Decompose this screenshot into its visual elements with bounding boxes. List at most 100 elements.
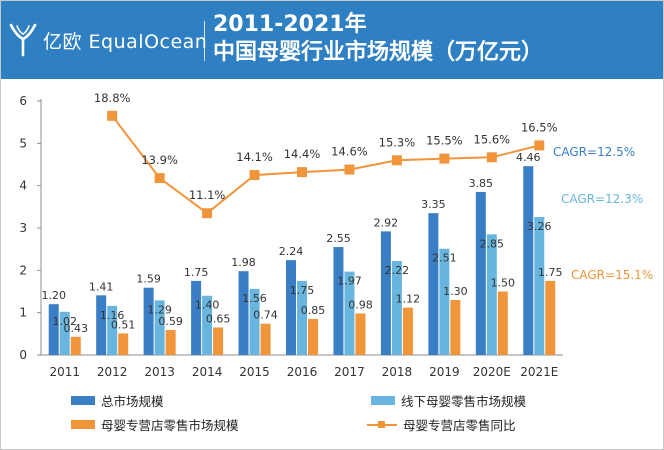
data-label-total-2015: 1.98 (231, 256, 256, 269)
bar-offline-2016 (297, 280, 307, 355)
header-divider (204, 21, 205, 61)
x-tick-label-2016: 2016 (287, 365, 318, 379)
bar-total-2020E (475, 192, 486, 355)
growth-point-2016 (297, 167, 307, 178)
brand-mark-icon (9, 23, 37, 57)
title-line-2: 中国母婴行业市场规模（万亿元） (213, 40, 544, 65)
growth-label-2015: 14.1% (236, 150, 273, 164)
bar-store-2021E (545, 280, 556, 355)
data-label-store-2015: 0.74 (253, 309, 278, 322)
bar-store-2017 (355, 313, 366, 355)
bar-store-2012 (118, 333, 129, 355)
data-label-offline-2012: 1.16 (100, 309, 125, 322)
data-label-offline-2015: 1.56 (242, 292, 267, 305)
data-label-offline-2021E: 3.26 (527, 220, 552, 233)
bar-offline-2011 (59, 311, 70, 355)
bar-store-2020E (497, 291, 508, 355)
legend-label-offline: 线下母婴零售市场规模 (401, 394, 527, 409)
x-tick-label-2020E: 2020E (473, 365, 511, 379)
growth-point-2013 (154, 173, 165, 184)
bar-store-2013 (165, 330, 176, 355)
x-tick-label-2018: 2018 (382, 365, 413, 379)
data-label-store-2020E: 1.50 (491, 277, 516, 290)
data-label-total-2020E: 3.85 (469, 177, 494, 190)
title-line-1: 2011-2021年 (213, 12, 367, 37)
legend-item-total: 总市场规模 (71, 391, 164, 410)
growth-point-2020E (486, 152, 497, 163)
data-label-total-2014: 1.75 (184, 266, 209, 279)
x-tick-label-2013: 2013 (144, 365, 175, 379)
data-label-store-2012: 0.51 (111, 318, 136, 331)
growth-point-2019 (439, 153, 450, 164)
legend-swatch-store (71, 420, 95, 429)
bar-offline-2014 (202, 295, 213, 355)
y-tick-label-1: 1 (19, 306, 27, 320)
growth-point-2015 (249, 170, 260, 181)
data-label-store-2017: 0.98 (348, 299, 373, 312)
legend-marker-growth (367, 420, 397, 429)
data-label-total-2012: 1.41 (89, 280, 114, 293)
bar-offline-2020E (486, 234, 497, 355)
y-tick-label-6: 6 (19, 94, 27, 108)
chart-legend: 总市场规模 线下母婴零售市场规模 母婴专营店零售市场规模 母婴专营店零售同比 (71, 387, 611, 439)
legend-swatch-offline (371, 396, 395, 405)
bar-offline-2018 (391, 261, 402, 355)
growth-label-2014: 11.1% (189, 188, 226, 202)
bar-offline-2015 (249, 288, 260, 355)
brand-text: 亿欧 EqualOcean (43, 31, 208, 53)
data-label-store-2011: 0.43 (63, 322, 88, 335)
x-tick-label-2012: 2012 (97, 365, 128, 379)
y-tick-label-2: 2 (19, 263, 27, 277)
data-label-offline-2016: 1.75 (290, 284, 315, 297)
growth-point-2018 (391, 155, 402, 166)
x-tick-label-2019: 2019 (429, 365, 460, 379)
data-label-store-2019: 1.30 (443, 285, 468, 298)
data-label-total-2013: 1.59 (136, 273, 161, 286)
growth-label-2017: 14.6% (331, 145, 368, 159)
data-label-total-2017: 2.55 (326, 232, 351, 245)
bar-total-2015 (238, 271, 249, 355)
data-label-store-2014: 0.65 (206, 312, 231, 325)
data-label-total-2018: 2.92 (374, 216, 399, 229)
bar-store-2016 (308, 319, 318, 355)
x-tick-label-2015: 2015 (239, 365, 270, 379)
bar-store-2015 (260, 323, 271, 355)
cagr-annotation-total: CAGR=12.5% (553, 145, 635, 159)
growth-label-2021E: 16.5% (521, 120, 558, 134)
bar-total-2011 (48, 304, 59, 355)
data-label-store-2021E: 1.75 (538, 266, 563, 279)
bar-store-2011 (70, 336, 81, 355)
data-label-offline-2018: 2.22 (385, 264, 410, 277)
x-tick-label-2011: 2011 (49, 365, 80, 379)
data-label-offline-2014: 1.40 (195, 299, 220, 312)
data-label-store-2016: 0.85 (301, 304, 326, 317)
data-label-store-2018: 1.12 (396, 293, 421, 306)
growth-label-2020E: 15.6% (474, 132, 511, 146)
cagr-annotation-offline: CAGR=12.3% (561, 192, 643, 206)
bar-store-2014 (213, 327, 224, 355)
growth-point-2012 (107, 110, 118, 121)
growth-label-2016: 14.4% (284, 147, 321, 161)
legend-item-growth: 母婴专营店零售同比 (367, 415, 516, 434)
bar-store-2018 (402, 307, 413, 355)
bar-line-chart: 0 1 2 3 4 5 6 2011 1.20 1.020.43 2012 1.41 1.160.51 2… (19, 91, 653, 379)
bar-total-2012 (96, 295, 107, 355)
header-banner: 亿欧 EqualOcean 2011-2021年 中国母婴行业市场规模（万亿元） (1, 1, 663, 79)
growth-point-2017 (344, 164, 355, 175)
brand-logo: 亿欧 EqualOcean (9, 17, 207, 63)
bar-total-2021E (523, 166, 534, 355)
growth-label-2012: 18.8% (94, 91, 131, 105)
data-label-total-2016: 2.24 (279, 245, 304, 258)
legend-swatch-total (71, 396, 95, 405)
data-label-offline-2020E: 2.85 (480, 237, 505, 250)
x-tick-label-2017: 2017 (334, 365, 365, 379)
y-tick-label-3: 3 (19, 221, 27, 235)
growth-label-2018: 15.3% (379, 135, 416, 149)
bar-total-2013 (143, 287, 154, 355)
bar-offline-2012 (107, 305, 118, 355)
y-tick-label-0: 0 (19, 348, 27, 362)
data-label-total-2021E: 4.46 (516, 151, 541, 164)
data-label-offline-2013: 1.29 (147, 303, 172, 316)
growth-label-2013: 13.9% (141, 153, 178, 167)
